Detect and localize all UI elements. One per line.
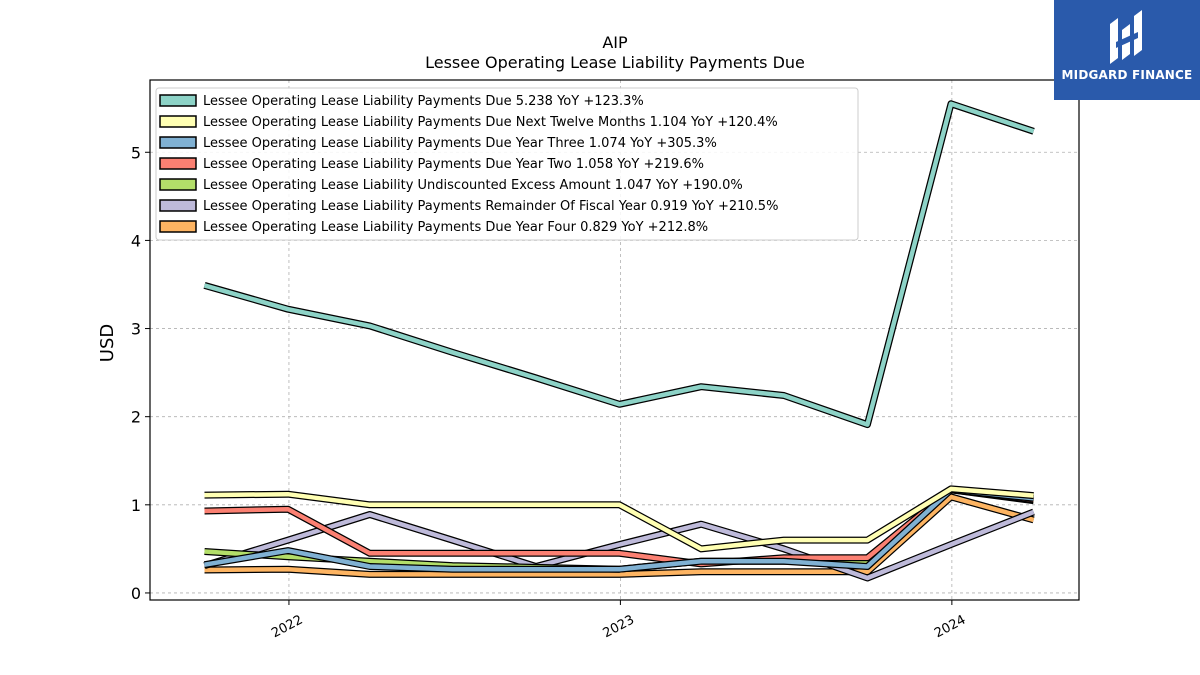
- brand-logo: MIDGARD FINANCE: [1054, 0, 1200, 100]
- y-axis: 0 1 2 3 4 5: [131, 143, 150, 603]
- legend: Lessee Operating Lease Liability Payment…: [155, 87, 859, 241]
- legend-label: Lessee Operating Lease Liability Payment…: [203, 136, 717, 151]
- legend-entry: Lessee Operating Lease Liability Payment…: [159, 157, 704, 172]
- legend-swatch: [159, 157, 197, 170]
- series-5: [203, 508, 1035, 582]
- legend-swatch: [159, 115, 197, 128]
- x-tick-label: 2024: [932, 613, 968, 642]
- series-6: [204, 493, 1035, 578]
- y-tick-label: 3: [131, 320, 141, 339]
- plot-frame: [149, 79, 1080, 601]
- legend-label: Lessee Operating Lease Liability Payment…: [203, 115, 778, 130]
- legend-label: Lessee Operating Lease Liability Payment…: [203, 220, 708, 235]
- legend-entry: Lessee Operating Lease Liability Payment…: [159, 199, 778, 214]
- x-tick-label: 2022: [269, 613, 305, 642]
- y-axis-label: USD: [97, 324, 118, 362]
- legend-label: Lessee Operating Lease Liability Payment…: [203, 157, 704, 172]
- series-3: [204, 486, 1035, 568]
- legend-label: Lessee Operating Lease Liability Undisco…: [203, 178, 743, 193]
- legend-box: [155, 87, 859, 241]
- series-line: [204, 487, 1034, 572]
- y-tick-label: 0: [131, 584, 141, 603]
- series-layer: [203, 100, 1035, 582]
- legend-entry: Lessee Operating Lease Liability Undisco…: [159, 178, 743, 193]
- legend-entry: Lessee Operating Lease Liability Payment…: [159, 136, 717, 151]
- chart-title: AIP: [602, 33, 628, 52]
- x-axis: 2022 2023 2024: [269, 600, 968, 641]
- legend-swatch: [159, 94, 197, 107]
- legend-swatch: [159, 136, 197, 149]
- legend-entry: Lessee Operating Lease Liability Payment…: [159, 115, 778, 130]
- series-0: [203, 100, 1035, 429]
- x-tick-label: 2023: [601, 613, 637, 642]
- series-1: [204, 485, 1034, 553]
- series-line: [203, 101, 1035, 427]
- series-line: [204, 494, 1035, 577]
- legend-swatch: [159, 220, 197, 233]
- chart-subtitle: Lessee Operating Lease Liability Payment…: [425, 53, 805, 72]
- legend-label: Lessee Operating Lease Liability Payment…: [203, 199, 778, 214]
- logo-mark-icon: [1110, 10, 1142, 64]
- logo-text: MIDGARD FINANCE: [1061, 68, 1193, 82]
- y-tick-label: 2: [131, 408, 141, 427]
- legend-entry: Lessee Operating Lease Liability Payment…: [159, 220, 708, 235]
- legend-swatch: [159, 199, 197, 212]
- legend-entry: Lessee Operating Lease Liability Payment…: [159, 94, 644, 109]
- legend-label: Lessee Operating Lease Liability Payment…: [203, 94, 644, 109]
- y-tick-label: 1: [131, 496, 141, 515]
- series-line: [203, 509, 1035, 581]
- series-line: [204, 487, 1034, 567]
- y-tick-label: 5: [131, 143, 141, 162]
- series-line: [204, 486, 1034, 552]
- series-2: [203, 486, 1034, 573]
- y-tick-label: 4: [131, 231, 141, 250]
- legend-swatch: [159, 178, 197, 191]
